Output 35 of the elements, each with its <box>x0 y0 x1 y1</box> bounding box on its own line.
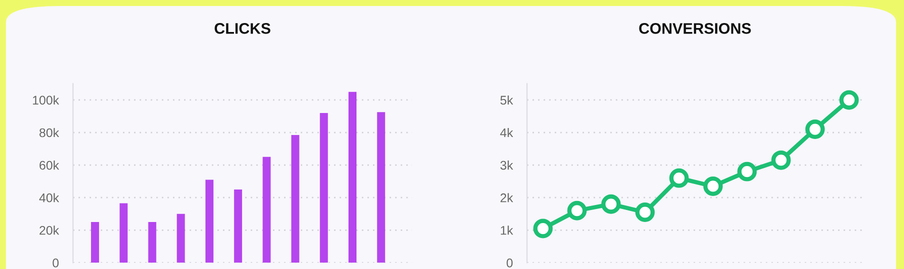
y-tick-label: 3k <box>500 160 514 170</box>
point <box>771 150 791 170</box>
y-tick-label: 2k <box>500 193 514 202</box>
bar <box>377 112 386 263</box>
y-tick-label: 0 <box>506 258 513 268</box>
bar <box>234 189 242 263</box>
y-tick-label: 5k <box>500 95 514 105</box>
bar <box>348 92 356 263</box>
y-tick-label: 40k <box>39 193 60 202</box>
point <box>533 218 553 238</box>
y-tick-label: 100k <box>32 95 60 105</box>
y-tick-label: 4k <box>500 128 514 138</box>
point <box>635 202 655 222</box>
point <box>669 168 689 188</box>
y-tick-label: 60k <box>40 160 60 170</box>
y-tick-label: 0 <box>52 258 59 268</box>
bar <box>176 214 185 263</box>
chart-title: CLICKS <box>214 23 270 34</box>
point <box>839 90 859 110</box>
y-tick-label: 80k <box>40 128 60 138</box>
chart-title: CONVERSIONS <box>639 23 751 34</box>
bar <box>205 180 214 263</box>
point <box>703 176 723 196</box>
point <box>601 194 621 214</box>
bar <box>148 222 156 263</box>
bar <box>262 156 271 263</box>
bar <box>120 203 128 263</box>
y-tick-label: 20k <box>40 226 60 235</box>
bar <box>291 134 300 263</box>
y-tick-label: 1k <box>500 226 514 235</box>
point <box>567 200 587 220</box>
point <box>805 120 825 139</box>
point <box>737 162 757 182</box>
bar <box>91 222 100 263</box>
bar <box>320 112 328 263</box>
